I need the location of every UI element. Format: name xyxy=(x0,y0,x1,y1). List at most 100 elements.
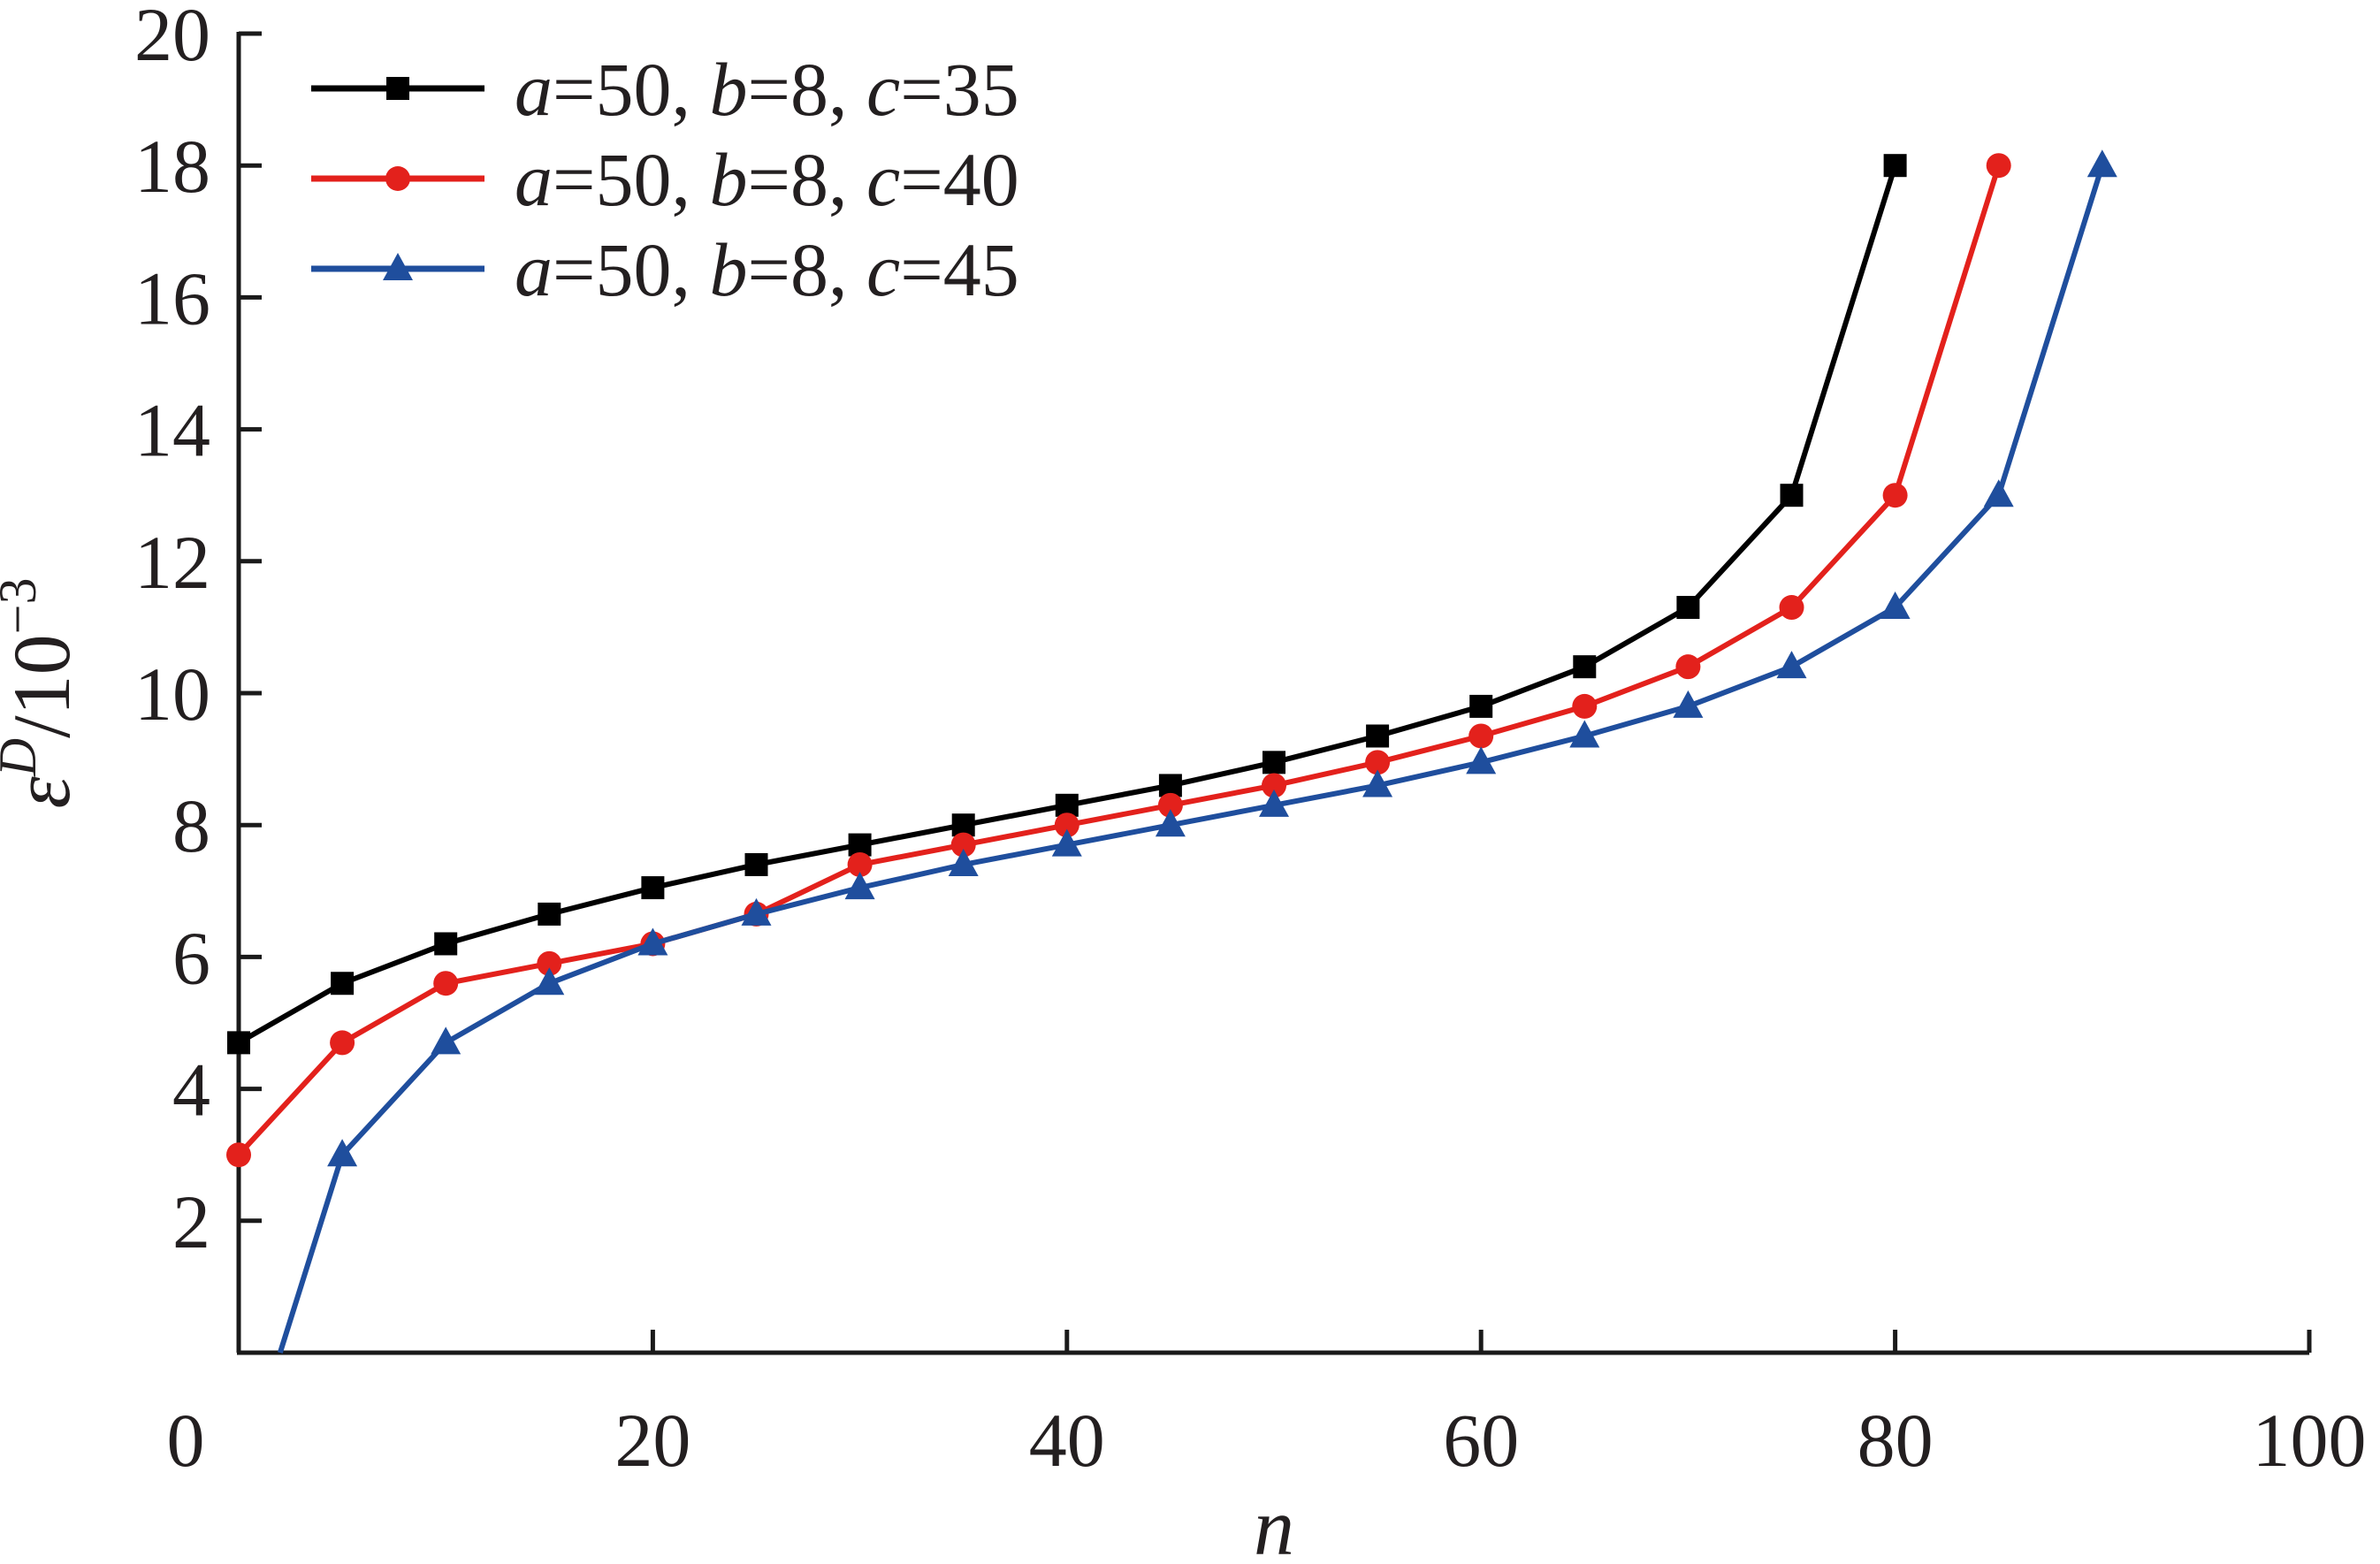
data-point xyxy=(950,832,976,858)
y-axis-unit-exponent: −3 xyxy=(0,577,47,634)
legend-label-part: =50, xyxy=(553,137,710,222)
data-point xyxy=(948,848,979,876)
data-point xyxy=(327,1139,358,1167)
legend-label-part: b xyxy=(710,47,748,132)
legend-label-part: =50, xyxy=(553,47,710,132)
y-tick-label: 14 xyxy=(134,388,210,473)
data-series xyxy=(226,149,2117,1354)
series-1 xyxy=(227,154,1907,1055)
legend-label-part: a xyxy=(515,47,553,132)
data-point xyxy=(1572,693,1598,719)
legend-entry: a=50, b=8, c=45 xyxy=(311,227,1019,312)
data-point xyxy=(227,1031,250,1055)
y-tick-label: 12 xyxy=(134,520,210,605)
data-point xyxy=(1157,792,1183,818)
data-point xyxy=(226,1142,251,1168)
data-point xyxy=(1779,595,1804,621)
legend-label-part: =8, xyxy=(748,137,867,222)
data-point xyxy=(847,851,873,877)
y-tick-label: 6 xyxy=(172,915,210,1000)
legend: a=50, b=8, c=35a=50, b=8, c=40a=50, b=8,… xyxy=(311,47,1019,312)
legend-label-part: c xyxy=(866,227,900,312)
data-point xyxy=(1262,773,1286,798)
series-2 xyxy=(226,153,2011,1168)
legend-label-part: =50, xyxy=(553,227,710,312)
legend-marker xyxy=(386,77,409,100)
series-line xyxy=(277,164,2105,1354)
data-point xyxy=(1883,154,1907,178)
legend-label-part: a xyxy=(515,227,553,312)
legend-label-part: a xyxy=(515,137,553,222)
y-tick-label: 16 xyxy=(134,256,210,340)
data-point xyxy=(1054,813,1079,838)
data-point xyxy=(1569,720,1600,748)
data-point xyxy=(1780,484,1804,507)
data-point xyxy=(1466,746,1497,774)
data-point xyxy=(1366,724,1390,748)
data-point xyxy=(1986,153,2011,179)
data-point xyxy=(1573,655,1597,679)
data-point xyxy=(1469,694,1493,718)
legend-label-part: =8, xyxy=(748,47,867,132)
data-point xyxy=(434,932,458,956)
data-point xyxy=(1983,479,2014,507)
legend-entry: a=50, b=8, c=40 xyxy=(311,137,1019,222)
data-point xyxy=(637,927,668,956)
data-point xyxy=(844,872,875,900)
x-tick-label: 40 xyxy=(1029,1398,1105,1483)
y-tick-label: 4 xyxy=(172,1048,210,1133)
x-tick-label: 60 xyxy=(1443,1398,1519,1483)
data-point xyxy=(1673,690,1704,718)
x-tick-label: 20 xyxy=(614,1398,690,1483)
x-axis-title: n xyxy=(1254,1482,1294,1564)
y-tick-label: 20 xyxy=(134,0,210,77)
data-point xyxy=(330,1030,355,1056)
data-point xyxy=(331,972,355,996)
y-ticks: 2 4 6 8 10 12 14 16 18 20 xyxy=(134,0,262,1264)
series-line xyxy=(236,164,2002,1157)
data-point xyxy=(1155,809,1186,837)
y-axis-symbol: ε xyxy=(0,776,87,809)
data-point xyxy=(1365,750,1391,775)
legend-marker xyxy=(385,166,410,191)
data-point xyxy=(1882,483,1908,508)
data-point xyxy=(741,897,772,926)
legend-label: a=50, b=8, c=35 xyxy=(515,47,1019,132)
legend-label-part: c xyxy=(866,47,900,132)
legend-label-part: =40 xyxy=(900,137,1019,222)
data-point xyxy=(2086,149,2117,178)
y-axis-superscript: D xyxy=(0,738,47,777)
data-point xyxy=(1676,596,1700,620)
data-point xyxy=(1262,751,1285,774)
legend-label: a=50, b=8, c=40 xyxy=(515,137,1019,222)
x-tick-label: 100 xyxy=(2253,1398,2367,1483)
x-ticks: 0 20 40 60 80 100 xyxy=(167,1330,2367,1483)
data-point xyxy=(744,852,768,876)
data-point xyxy=(1259,789,1289,817)
data-point xyxy=(538,902,561,926)
data-point xyxy=(537,950,562,976)
legend-entry: a=50, b=8, c=35 xyxy=(311,47,1019,132)
legend-label: a=50, b=8, c=45 xyxy=(515,227,1019,312)
data-point xyxy=(1675,654,1701,680)
data-point xyxy=(641,876,665,900)
y-tick-label: 2 xyxy=(172,1179,210,1264)
data-point xyxy=(1880,591,1911,620)
data-point xyxy=(534,967,565,996)
y-axis-title: εD/10−3 xyxy=(0,577,87,808)
legend-label-part: =45 xyxy=(900,227,1019,312)
legend-label-part: =35 xyxy=(900,47,1019,132)
series-line xyxy=(237,164,1898,1045)
data-point xyxy=(431,1026,462,1055)
data-point xyxy=(433,971,459,996)
legend-label-part: c xyxy=(866,137,900,222)
y-tick-label: 8 xyxy=(172,783,210,868)
data-point xyxy=(1051,828,1082,857)
y-axis-unit-prefix: /10 xyxy=(0,634,87,738)
y-tick-label: 18 xyxy=(134,124,210,209)
data-point xyxy=(1362,769,1393,797)
series-3 xyxy=(277,149,2117,1354)
data-point xyxy=(1776,651,1807,679)
